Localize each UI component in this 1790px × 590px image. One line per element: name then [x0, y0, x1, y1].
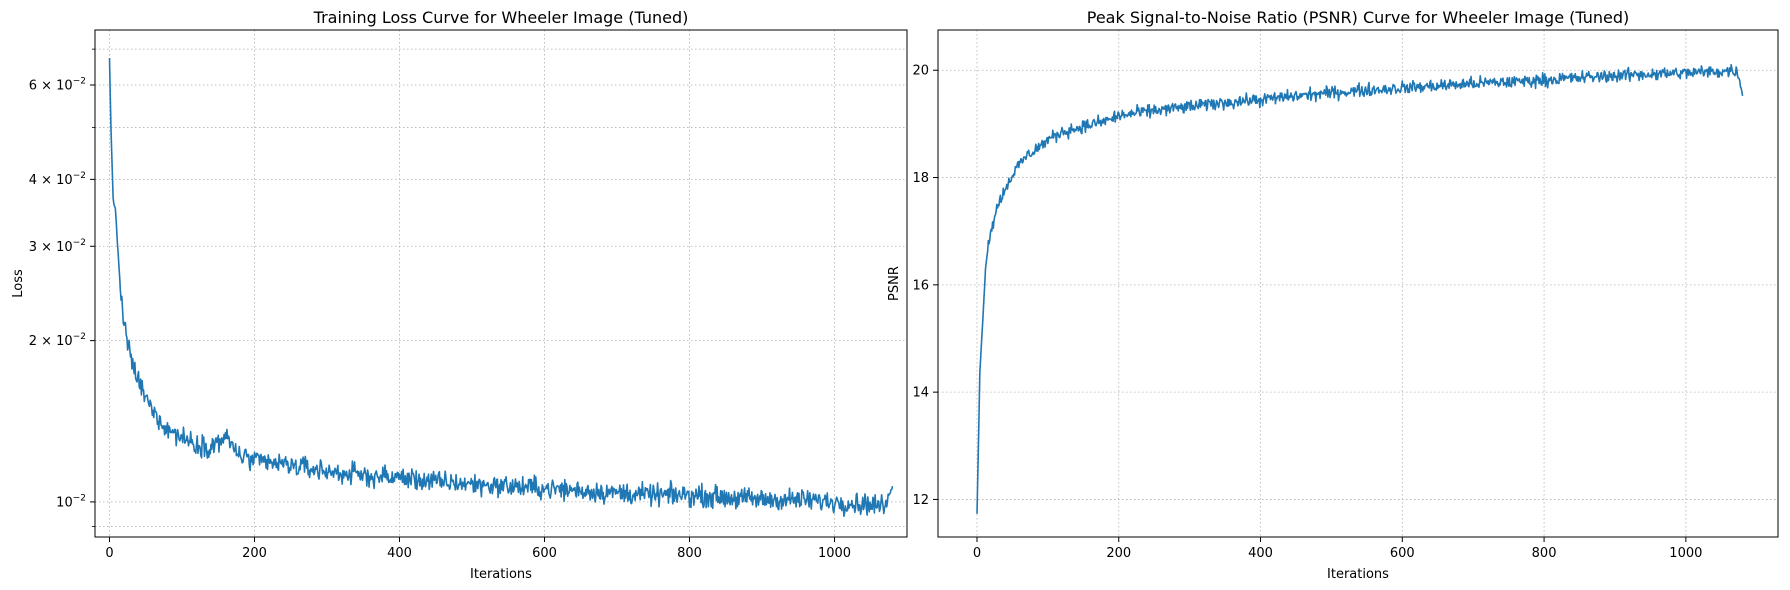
psnr-x-tick-label: 800 — [1532, 546, 1557, 561]
loss-y-tick-label: 4 × 10−2 — [29, 171, 86, 188]
psnr-y-axis-label: PSNR — [887, 266, 902, 301]
psnr-y-tick-label: 18 — [912, 171, 929, 186]
psnr-ticks: 0 200 400 600 800 1000 12 14 16 18 20 — [912, 64, 1702, 561]
psnr-y-tick-label: 16 — [912, 278, 929, 293]
loss-x-tick-label: 0 — [105, 546, 113, 561]
psnr-x-tick-label: 200 — [1106, 546, 1131, 561]
loss-x-tick-label: 800 — [677, 546, 702, 561]
loss-y-tick-label: 6 × 10−2 — [29, 77, 86, 94]
psnr-axes-frame — [937, 29, 1779, 538]
psnr-series-line — [976, 63, 1744, 514]
loss-y-tick-label: 3 × 10−2 — [29, 238, 86, 255]
psnr-chart: 0 200 400 600 800 1000 12 14 16 18 20 Peak Signal-… — [887, 8, 1779, 582]
psnr-x-tick-label: 600 — [1390, 546, 1415, 561]
psnr-x-tick-label: 400 — [1248, 546, 1273, 561]
loss-chart-title: Training Loss Curve for Wheeler Image (T… — [313, 8, 689, 27]
loss-series-line — [108, 57, 894, 518]
psnr-chart-title: Peak Signal-to-Noise Ratio (PSNR) Curve … — [1087, 8, 1630, 27]
loss-x-tick-label: 200 — [242, 546, 267, 561]
loss-x-tick-label: 1000 — [818, 546, 851, 561]
psnr-y-tick-label: 20 — [912, 64, 929, 79]
loss-y-tick-label: 2 × 10−2 — [29, 332, 86, 349]
loss-grid — [95, 30, 907, 537]
psnr-x-axis-label: Iterations — [1327, 567, 1389, 582]
loss-x-tick-label: 400 — [387, 546, 412, 561]
loss-axes-frame — [94, 29, 908, 538]
loss-x-axis-label: Iterations — [470, 567, 532, 582]
psnr-x-tick-label: 0 — [973, 546, 981, 561]
psnr-y-tick-label: 12 — [912, 493, 929, 508]
loss-x-tick-label: 600 — [532, 546, 557, 561]
loss-y-axis-label: Loss — [11, 269, 26, 298]
psnr-y-tick-label: 14 — [912, 386, 929, 401]
psnr-x-tick-label: 1000 — [1669, 546, 1702, 561]
